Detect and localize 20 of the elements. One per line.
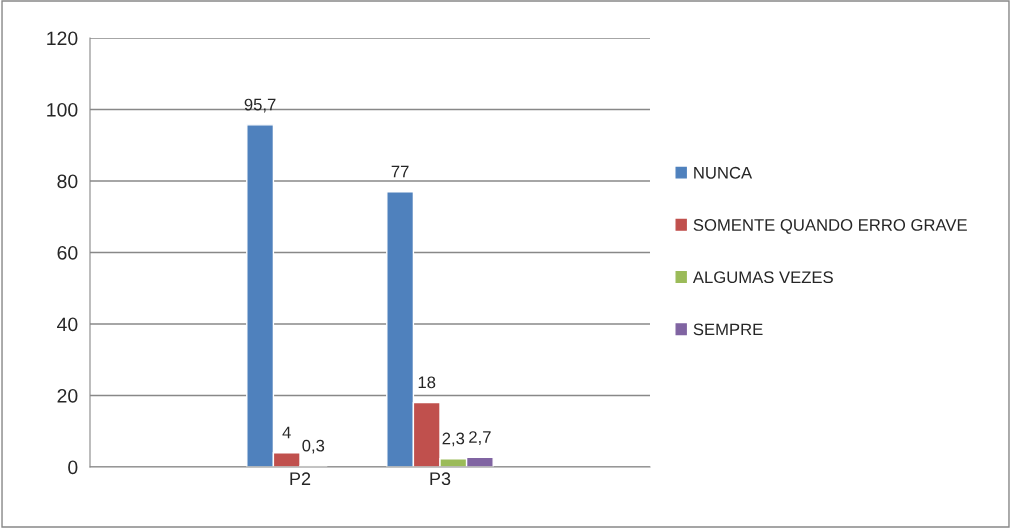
- data-label: 0,3: [302, 439, 325, 454]
- x-tick-label: P3: [430, 472, 451, 486]
- y-tick-label: 120: [47, 31, 78, 46]
- data-label: 2,7: [469, 431, 491, 445]
- legend-label: NUNCA: [694, 166, 753, 179]
- y-tick-label: 60: [57, 245, 78, 260]
- data-label: 95,7: [244, 98, 276, 113]
- y-tick-label: 40: [57, 317, 78, 332]
- data-label: 2,3: [442, 432, 465, 447]
- legend-label: SOMENTE QUANDO ERRO GRAVE: [693, 219, 967, 234]
- data-label: 77: [391, 165, 409, 178]
- y-tick-label: 100: [47, 102, 78, 117]
- y-tick-label: 20: [57, 388, 78, 403]
- legend-label: SEMPRE: [693, 323, 763, 336]
- y-tick-label: 0: [68, 460, 78, 475]
- data-label: 4: [282, 426, 291, 439]
- y-tick-label: 80: [57, 174, 78, 189]
- legend-label: ALGUMAS VEZES: [692, 271, 833, 284]
- data-label: 18: [418, 376, 436, 389]
- x-tick-label: P2: [290, 472, 311, 485]
